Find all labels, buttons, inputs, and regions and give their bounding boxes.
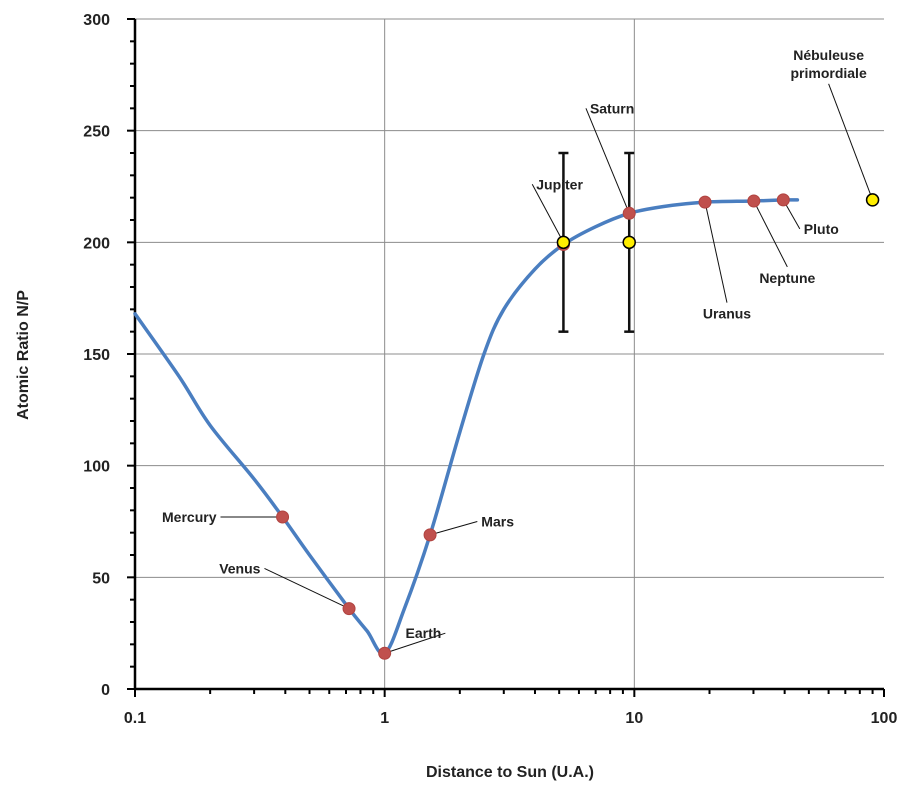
axes-layer: 0 50 100 150 200 250 300 0.1 1 10 100 (83, 12, 897, 727)
annotation-label: Uranus (703, 306, 751, 322)
observed-point (622, 235, 636, 250)
planet-point (342, 602, 356, 616)
leader-line (753, 200, 788, 268)
y-axis-title: Atomic Ratio N/P (15, 290, 32, 420)
leader-line (429, 521, 478, 536)
annotation-label: Pluto (804, 221, 839, 237)
y-tick-label: 300 (83, 12, 110, 29)
leader-line (384, 632, 446, 654)
curve-layer (133, 198, 800, 656)
observed-point (556, 235, 571, 250)
planet-point (276, 510, 290, 524)
annotation-label: Venus (219, 560, 260, 576)
leader-line (828, 83, 874, 201)
leader-layer (220, 83, 874, 654)
x-tick-label: 100 (871, 710, 898, 727)
y-tick-label: 50 (92, 570, 110, 587)
observed-point (865, 193, 880, 207)
planet-point (776, 193, 790, 207)
annotation-label: Earth (406, 625, 442, 641)
leader-line (531, 184, 564, 243)
x-axis-title: Distance to Sun (U.A.) (426, 764, 594, 781)
model-curve (133, 198, 800, 656)
leader-line (585, 108, 630, 214)
leader-line (704, 202, 728, 303)
annotation-label: Mercury (162, 509, 217, 525)
annotation-label: Saturn (590, 100, 634, 116)
annotation-label: Neptune (759, 270, 815, 286)
marker-layer (276, 193, 880, 660)
planet-point (423, 528, 437, 542)
planet-point (378, 646, 392, 660)
y-tick-label: 200 (83, 235, 110, 252)
leader-line (264, 567, 350, 610)
y-tick-label: 250 (83, 124, 110, 141)
planet-point (622, 206, 636, 220)
planet-point (698, 195, 712, 209)
annotation-label: Jupiter (536, 176, 583, 192)
y-tick-label: 150 (83, 347, 110, 364)
x-tick-label: 0.1 (124, 710, 146, 727)
x-tick-label: 1 (380, 710, 389, 727)
grid-layer (135, 18, 884, 689)
planet-point (747, 194, 761, 208)
annotation-label: Mars (481, 514, 514, 530)
x-tick-label: 10 (625, 710, 643, 727)
annotation-label: primordiale (790, 65, 866, 81)
label-layer: Mercury Venus Earth Mars Jupiter Saturn Uranus… (162, 47, 867, 641)
y-tick-label: 0 (101, 682, 110, 699)
annotation-label: Nébuleuse (793, 47, 864, 63)
y-tick-label: 100 (83, 459, 110, 476)
